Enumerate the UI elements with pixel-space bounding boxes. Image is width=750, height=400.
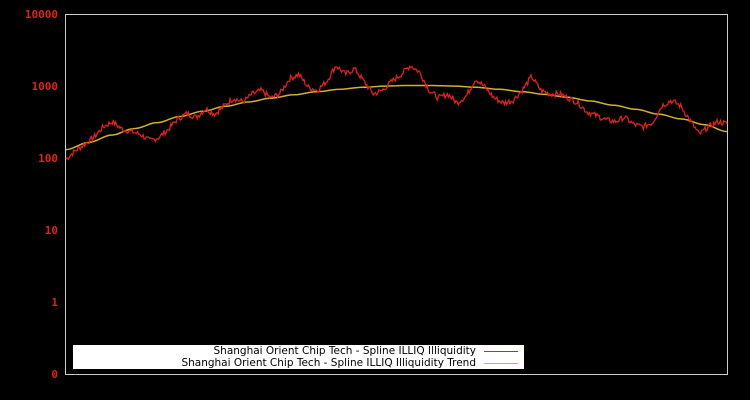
plot-frame bbox=[65, 14, 728, 375]
y-tick-1000: 1000 bbox=[31, 80, 59, 93]
legend: Shanghai Orient Chip Tech - Spline ILLIQ… bbox=[73, 345, 524, 369]
y-tick-10: 10 bbox=[44, 224, 58, 237]
y-tick-1: 1 bbox=[51, 296, 58, 309]
y-tick-0: 0 bbox=[51, 368, 58, 381]
trend-series-line bbox=[65, 84, 728, 151]
y-tick-10000: 10000 bbox=[24, 8, 58, 21]
illiquidity-series-line bbox=[65, 64, 728, 161]
legend-label-trend: Shanghai Orient Chip Tech - Spline ILLIQ… bbox=[181, 357, 476, 369]
legend-swatch-trend bbox=[484, 363, 518, 364]
legend-label-illiquidity: Shanghai Orient Chip Tech - Spline ILLIQ… bbox=[213, 345, 477, 357]
y-tick-100: 100 bbox=[38, 152, 58, 165]
legend-swatch-illiquidity bbox=[484, 351, 518, 352]
